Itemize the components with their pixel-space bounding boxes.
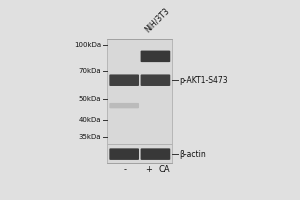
- Bar: [107, 39, 172, 144]
- Text: 100kDa: 100kDa: [74, 42, 101, 48]
- Text: p-AKT1-S473: p-AKT1-S473: [179, 76, 228, 85]
- Text: -: -: [123, 165, 126, 174]
- Bar: [107, 144, 172, 163]
- FancyBboxPatch shape: [141, 74, 170, 86]
- FancyBboxPatch shape: [109, 103, 139, 108]
- Text: 70kDa: 70kDa: [79, 68, 101, 74]
- Text: +: +: [145, 165, 152, 174]
- FancyBboxPatch shape: [109, 74, 139, 86]
- FancyBboxPatch shape: [141, 51, 170, 62]
- Text: 40kDa: 40kDa: [79, 117, 101, 123]
- Text: NIH/3T3: NIH/3T3: [143, 6, 171, 34]
- Text: β-actin: β-actin: [179, 150, 206, 159]
- Text: CA: CA: [158, 165, 170, 174]
- FancyBboxPatch shape: [109, 148, 139, 160]
- Text: 50kDa: 50kDa: [79, 96, 101, 102]
- Text: 35kDa: 35kDa: [79, 134, 101, 140]
- FancyBboxPatch shape: [141, 148, 170, 160]
